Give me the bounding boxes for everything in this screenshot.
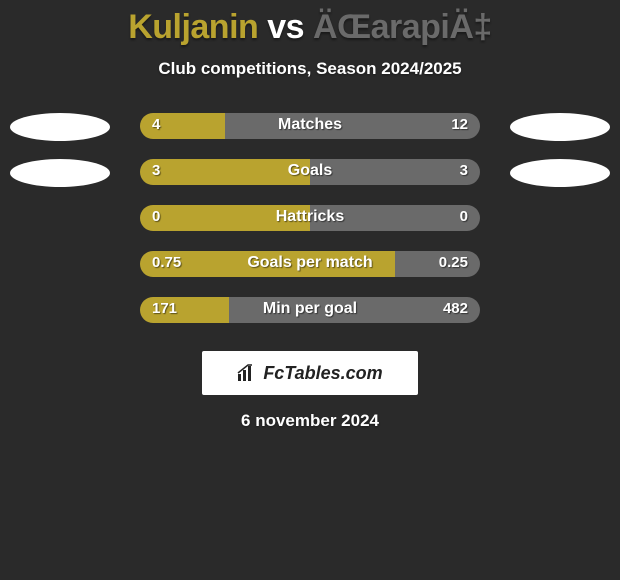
stat-bar: Matches4 12: [140, 113, 480, 139]
player2-avatar: [510, 113, 610, 141]
stat-value-right: 3: [460, 162, 468, 179]
stat-value-right: 12: [451, 116, 468, 133]
stat-row: Min per goal171 482: [0, 295, 620, 341]
player2-avatar: [510, 159, 610, 187]
stat-value-left: 3: [152, 162, 160, 179]
stat-value-right: 0.25: [439, 254, 468, 271]
player1-avatar: [10, 159, 110, 187]
stat-bar: Hattricks0 0: [140, 205, 480, 231]
stat-row: Hattricks0 0: [0, 203, 620, 249]
stat-label: Min per goal: [140, 300, 480, 318]
stat-bar: Goals per match0.75 0.25: [140, 251, 480, 277]
stat-label: Hattricks: [140, 208, 480, 226]
stat-value-left: 4: [152, 116, 160, 133]
vs-text: vs: [258, 8, 313, 46]
stat-bar: Goals3 3: [140, 159, 480, 185]
brand-badge[interactable]: FcTables.com: [202, 351, 418, 395]
stat-row: Goals3 3: [0, 157, 620, 203]
stat-value-right: 482: [443, 300, 468, 317]
bar-chart-icon: [237, 364, 257, 382]
stat-value-left: 171: [152, 300, 177, 317]
player1-name: Kuljanin: [128, 8, 258, 46]
stat-value-left: 0: [152, 208, 160, 225]
subtitle: Club competitions, Season 2024/2025: [0, 59, 620, 79]
stat-row: Matches4 12: [0, 111, 620, 157]
player1-avatar: [10, 113, 110, 141]
date-text: 6 november 2024: [0, 411, 620, 431]
stat-bar: Min per goal171 482: [140, 297, 480, 323]
stat-label: Matches: [140, 116, 480, 134]
stat-value-right: 0: [460, 208, 468, 225]
stat-row: Goals per match0.75 0.25: [0, 249, 620, 295]
stat-label: Goals per match: [140, 254, 480, 272]
stat-label: Goals: [140, 162, 480, 180]
page-title: Kuljanin vs ÄŒarapiÄ‡: [0, 0, 620, 47]
stat-rows: Matches4 12 Goals3 3 Hattricks0 0 Goals per ma…: [0, 111, 620, 341]
stat-value-left: 0.75: [152, 254, 181, 271]
brand-text: FcTables.com: [263, 363, 382, 383]
player2-name: ÄŒarapiÄ‡: [313, 8, 492, 46]
